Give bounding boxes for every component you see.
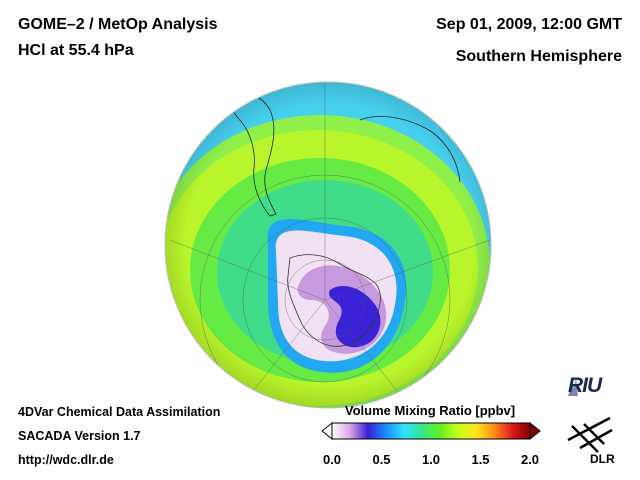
product-title: GOME–2 / MetOp Analysis (18, 16, 218, 33)
colorbar-max-arrow (529, 421, 541, 441)
footer-method: 4DVar Chemical Data Assimilation (18, 405, 221, 419)
datetime-title: Sep 01, 2009, 12:00 GMT (436, 16, 622, 33)
region-title: Southern Hemisphere (455, 48, 622, 65)
colorbar-tick-4: 2.0 (520, 452, 540, 467)
colorbar-tick-3: 1.5 (471, 452, 490, 467)
riu-logo: RIU (568, 374, 602, 397)
footer-version: SACADA Version 1.7 (18, 429, 141, 443)
colorbar-tick-1: 0.5 (372, 452, 391, 467)
quantity-title: HCl at 55.4 hPa (18, 42, 134, 59)
dlr-logo: DLR (590, 452, 615, 466)
colorbar-tick-0: 0.0 (322, 452, 342, 467)
dlr-logo-icon (567, 416, 613, 453)
riu-logo-icon (568, 378, 578, 396)
footer-url[interactable]: http://wdc.dlr.de (18, 453, 114, 467)
colorbar-tick-2: 1.0 (421, 452, 441, 467)
colorbar-title: Volume Mixing Ratio [ppbv] (344, 403, 516, 418)
globe-outline (164, 81, 492, 409)
